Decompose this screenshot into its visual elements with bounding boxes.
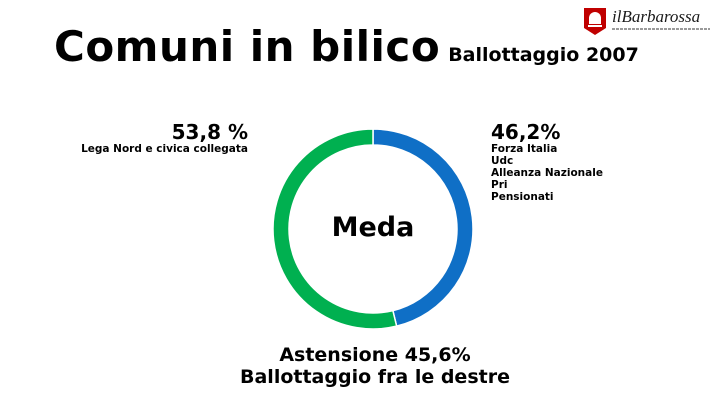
runoff-note: Ballottaggio fra le destre xyxy=(240,366,510,388)
chart-center-label: Meda xyxy=(331,212,415,243)
title-row: Comuni in bilico Ballottaggio 2007 xyxy=(54,22,639,71)
party-name: Pensionati xyxy=(491,191,554,203)
party-name: Lega Nord e civica collegata xyxy=(81,143,248,155)
party-name: Udc xyxy=(491,155,514,167)
logo-wordmark: ilBarbarossa xyxy=(612,7,701,26)
page-title: Comuni in bilico xyxy=(54,22,441,71)
logo-tagline xyxy=(612,28,710,30)
slice-label-blue: 46,2% Forza Italia Udc Alleanza Nazional… xyxy=(491,121,603,203)
party-name: Pri xyxy=(491,179,508,191)
logo: ilBarbarossa xyxy=(582,6,712,38)
slice-value-blue: 46,2% xyxy=(491,120,561,144)
slice-value-green: 53,8 % xyxy=(171,120,248,144)
logo-emblem-icon xyxy=(584,8,606,35)
slice-label-green: 53,8 % Lega Nord e civica collegata xyxy=(81,121,248,155)
page-subtitle: Ballottaggio 2007 xyxy=(448,44,639,66)
party-name: Alleanza Nazionale xyxy=(491,167,603,179)
abstention-text: Astensione 45,6% xyxy=(279,344,471,366)
footer-note: Astensione 45,6% Ballottaggio fra le des… xyxy=(180,344,570,388)
donut-slice-1 xyxy=(272,128,398,330)
party-name: Forza Italia xyxy=(491,143,558,155)
